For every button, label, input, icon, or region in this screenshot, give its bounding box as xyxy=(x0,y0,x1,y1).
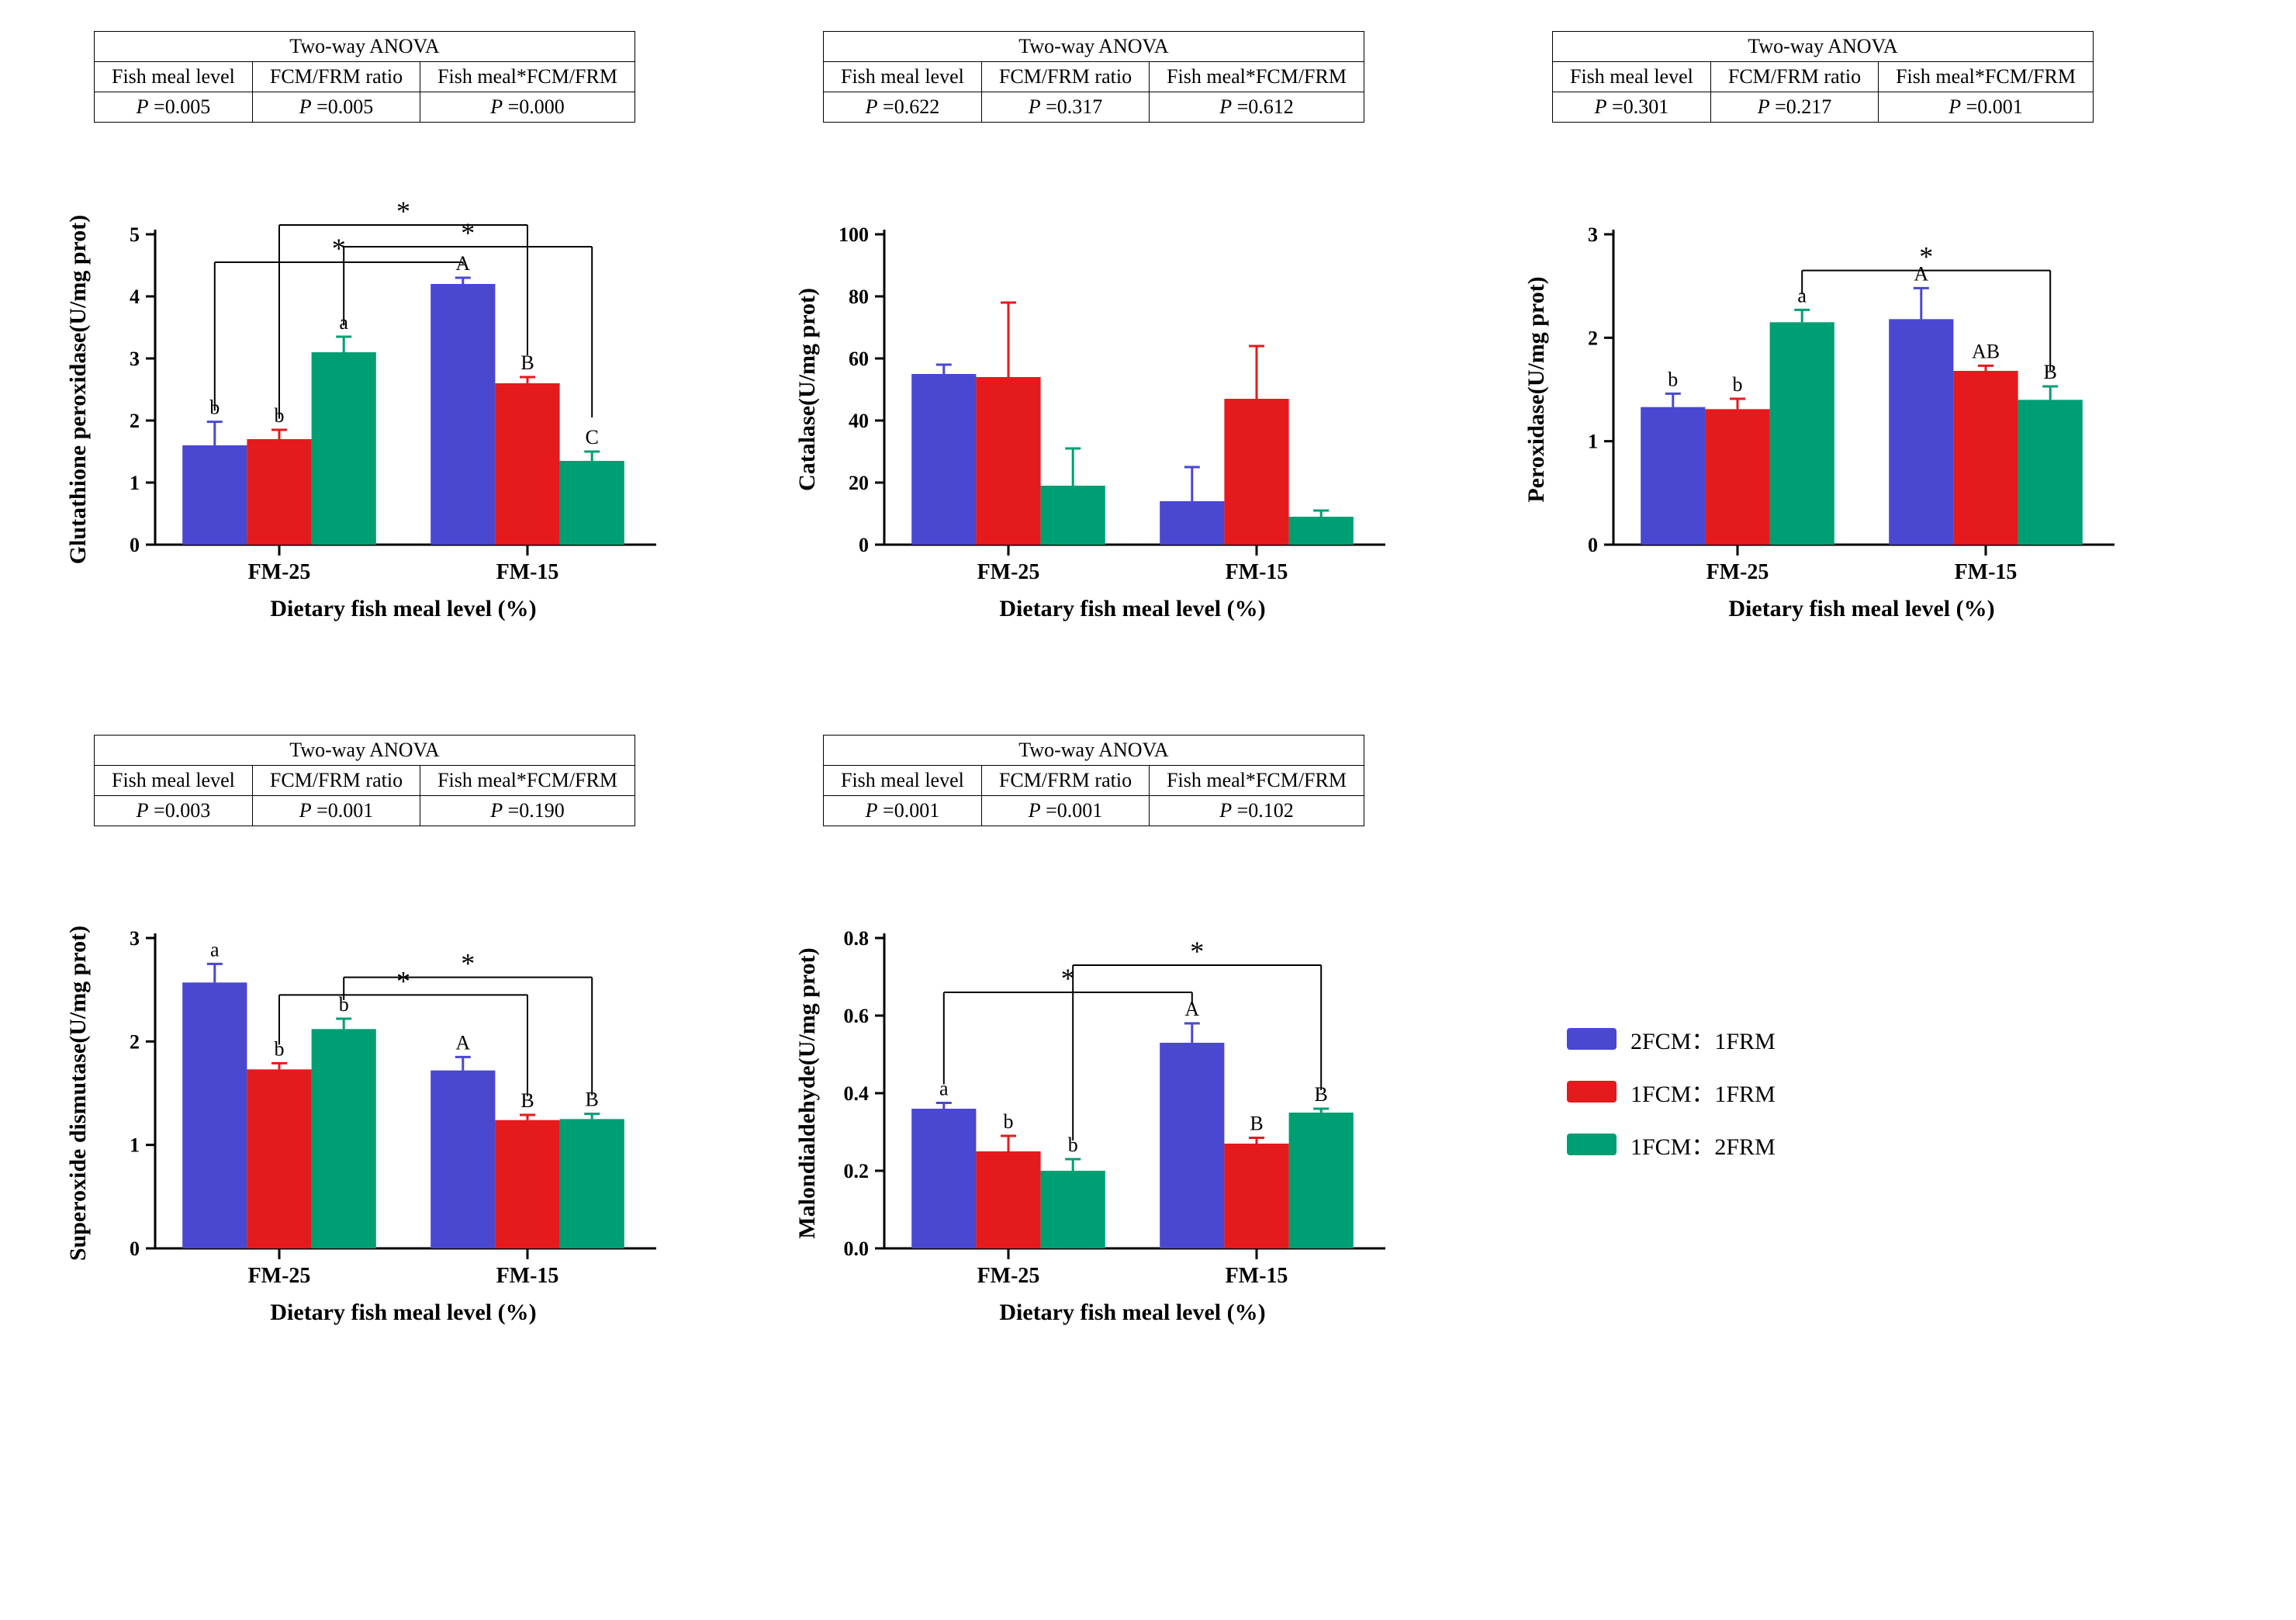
svg-text:b: b xyxy=(1004,1110,1014,1133)
svg-text:0: 0 xyxy=(1588,534,1598,556)
svg-text:20: 20 xyxy=(849,472,869,494)
svg-text:FM-15: FM-15 xyxy=(1226,1264,1288,1288)
svg-text:A: A xyxy=(455,1031,470,1054)
panel-pod: Two-way ANOVAFish meal levelFCM/FRM rati… xyxy=(1505,31,2141,642)
anova-table: Two-way ANOVAFish meal levelFCM/FRM rati… xyxy=(823,735,1364,826)
svg-text:60: 60 xyxy=(849,348,869,370)
svg-text:*: * xyxy=(1919,241,1933,272)
svg-text:0: 0 xyxy=(130,534,140,556)
legend: 2FCM：1FRM 1FCM：1FRM 1FCM：2FRM xyxy=(1567,1022,1776,1161)
svg-text:0: 0 xyxy=(130,1238,140,1260)
svg-text:3: 3 xyxy=(1588,223,1598,246)
svg-text:1: 1 xyxy=(130,472,140,494)
svg-text:FM-15: FM-15 xyxy=(1226,560,1288,584)
svg-text:1: 1 xyxy=(130,1134,140,1157)
x-axis-label: Dietary fish meal level (%) xyxy=(270,596,536,621)
legend-item-0: 2FCM：1FRM xyxy=(1567,1022,1776,1056)
legend-label-1: 1FCM：1FRM xyxy=(1630,1075,1776,1109)
y-axis-label: Catalase(U/mg prot) xyxy=(794,288,820,491)
svg-text:3: 3 xyxy=(130,927,140,950)
svg-text:0: 0 xyxy=(859,534,869,556)
svg-text:FM-25: FM-25 xyxy=(977,560,1040,584)
svg-text:2: 2 xyxy=(1588,327,1598,349)
y-axis-label: Glutathione peroxidase(U/mg prot) xyxy=(65,215,91,565)
svg-text:a: a xyxy=(210,938,220,961)
page: Two-way ANOVAFish meal levelFCM/FRM rati… xyxy=(0,0,2296,1620)
svg-text:0.4: 0.4 xyxy=(844,1082,870,1105)
chart-wrap: 0123Superoxide dismutase(U/mg prot)abbFM… xyxy=(47,845,683,1345)
svg-text:0.2: 0.2 xyxy=(844,1160,870,1182)
svg-text:*: * xyxy=(461,217,475,248)
chart-svg: 0123Peroxidase(U/mg prot)bbaFM-25AABBFM-… xyxy=(1505,141,2141,638)
svg-text:FM-15: FM-15 xyxy=(496,1264,559,1288)
svg-text:*: * xyxy=(1190,936,1204,967)
y-axis-label: Peroxidase(U/mg prot) xyxy=(1523,276,1549,502)
chart-svg: 0.0 0.2 0.4 0.6 0.8 Malondialdehyde(U/mg prot… xyxy=(776,845,1412,1341)
chart-wrap: 012345Glutathione peroxidase(U/mg prot)b… xyxy=(47,141,683,642)
legend-label-2: 1FCM：2FRM xyxy=(1630,1127,1776,1161)
y-axis-label: Malondialdehyde(U/mg prot) xyxy=(794,947,820,1238)
svg-text:AB: AB xyxy=(1972,340,2000,362)
anova-table: Two-way ANOVAFish meal levelFCM/FRM rati… xyxy=(823,31,1364,123)
svg-text:4: 4 xyxy=(130,286,140,308)
panel-mda: Two-way ANOVAFish meal levelFCM/FRM rati… xyxy=(776,735,1412,1345)
svg-text:FM-25: FM-25 xyxy=(248,560,311,584)
svg-text:*: * xyxy=(461,948,475,979)
svg-text:2: 2 xyxy=(130,1030,140,1053)
svg-text:*: * xyxy=(396,196,410,227)
svg-text:FM-15: FM-15 xyxy=(496,560,559,584)
svg-text:2: 2 xyxy=(130,410,140,432)
chart-svg: 0 20 40 60 80 100 Catalase(U/mg prot) FM-25 FM-1… xyxy=(776,141,1412,638)
svg-text:80: 80 xyxy=(849,286,869,308)
chart-svg: 0123Superoxide dismutase(U/mg prot)abbFM… xyxy=(47,845,683,1341)
chart-svg: 012345Glutathione peroxidase(U/mg prot)b… xyxy=(47,141,683,638)
svg-text:*: * xyxy=(396,965,410,996)
x-axis-label: Dietary fish meal level (%) xyxy=(999,1300,1265,1325)
anova-table: Two-way ANOVAFish meal levelFCM/FRM rati… xyxy=(1552,31,2094,123)
legend-label-0: 2FCM：1FRM xyxy=(1630,1022,1776,1056)
svg-text:5: 5 xyxy=(130,223,140,246)
panel-cat: Two-way ANOVAFish meal levelFCM/FRM rati… xyxy=(776,31,1412,642)
row-2: Two-way ANOVAFish meal levelFCM/FRM rati… xyxy=(47,735,2249,1345)
svg-text:FM-25: FM-25 xyxy=(977,1264,1040,1288)
chart-wrap: 0 20 40 60 80 100 Catalase(U/mg prot) FM-25 FM-1… xyxy=(776,141,1412,642)
legend-swatch-2 xyxy=(1567,1134,1617,1155)
x-axis-label: Dietary fish meal level (%) xyxy=(999,596,1265,621)
svg-text:C: C xyxy=(586,426,599,448)
x-axis-label: Dietary fish meal level (%) xyxy=(270,1300,536,1325)
anova-table: Two-way ANOVAFish meal levelFCM/FRM rati… xyxy=(94,735,635,826)
chart-wrap: 0.0 0.2 0.4 0.6 0.8 Malondialdehyde(U/mg prot… xyxy=(776,845,1412,1345)
svg-text:FM-25: FM-25 xyxy=(248,1264,311,1288)
panel-sod: Two-way ANOVAFish meal levelFCM/FRM rati… xyxy=(47,735,683,1345)
svg-text:0.6: 0.6 xyxy=(844,1005,870,1027)
legend-swatch-0 xyxy=(1567,1028,1617,1050)
panel-gpx: Two-way ANOVAFish meal levelFCM/FRM rati… xyxy=(47,31,683,642)
svg-text:FM-15: FM-15 xyxy=(1955,560,2018,584)
svg-text:3: 3 xyxy=(130,348,140,370)
legend-item-1: 1FCM：1FRM xyxy=(1567,1075,1776,1109)
svg-text:FM-25: FM-25 xyxy=(1706,560,1769,584)
svg-text:0.8: 0.8 xyxy=(844,927,870,950)
svg-text:1: 1 xyxy=(1588,431,1598,453)
svg-text:0.0: 0.0 xyxy=(844,1238,870,1260)
legend-swatch-1 xyxy=(1567,1081,1617,1102)
x-axis-label: Dietary fish meal level (%) xyxy=(1728,596,1994,621)
svg-text:40: 40 xyxy=(849,410,869,432)
svg-text:b: b xyxy=(1733,373,1743,396)
svg-text:b: b xyxy=(1668,368,1678,390)
legend-item-2: 1FCM：2FRM xyxy=(1567,1127,1776,1161)
svg-text:B: B xyxy=(1250,1113,1263,1135)
chart-wrap: 0123Peroxidase(U/mg prot)bbaFM-25AABBFM-… xyxy=(1505,141,2141,642)
y-axis-label: Superoxide dismutase(U/mg prot) xyxy=(65,926,91,1261)
row-1: Two-way ANOVAFish meal levelFCM/FRM rati… xyxy=(47,31,2249,642)
anova-table: Two-way ANOVAFish meal levelFCM/FRM rati… xyxy=(94,31,635,123)
svg-text:100: 100 xyxy=(839,223,869,246)
